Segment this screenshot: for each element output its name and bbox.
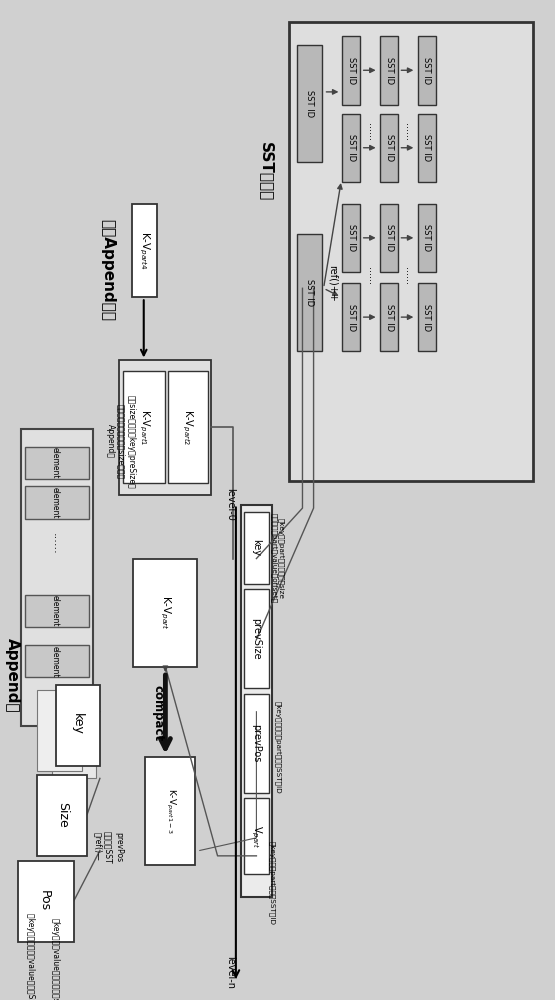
- Bar: [297, 234, 322, 351]
- Bar: [168, 371, 208, 483]
- Bar: [380, 114, 398, 182]
- Text: 该key前一个part所在的SST的ID: 该key前一个part所在的SST的ID: [269, 841, 275, 925]
- Bar: [289, 22, 533, 481]
- Bar: [25, 447, 89, 479]
- Text: prevPos
所对应的SST
的ref()—: prevPos 所对应的SST 的ref()—: [93, 831, 123, 863]
- Text: K-V$_{part}$: K-V$_{part}$: [158, 595, 173, 630]
- Bar: [342, 114, 360, 182]
- Text: 该key在本part前已经累积的size
（相当于该part中value的offset）: 该key在本part前已经累积的size （相当于该part中value的off…: [270, 513, 285, 604]
- Text: K-V$_{part1}$: K-V$_{part1}$: [137, 409, 151, 445]
- Bar: [244, 798, 269, 874]
- Bar: [297, 45, 322, 162]
- Bar: [123, 371, 165, 483]
- Bar: [418, 114, 436, 182]
- Text: SST ID: SST ID: [305, 279, 314, 306]
- Text: SST ID: SST ID: [347, 134, 356, 161]
- Bar: [119, 360, 211, 495]
- Text: SST ID: SST ID: [305, 90, 314, 117]
- Text: level-0: level-0: [225, 488, 235, 521]
- Text: ......: ......: [366, 123, 376, 141]
- Text: ......: ......: [403, 267, 413, 285]
- Text: Pos: Pos: [38, 890, 51, 911]
- Text: SST ID: SST ID: [347, 304, 356, 331]
- Text: SST ID: SST ID: [422, 224, 431, 251]
- Text: SST ID: SST ID: [422, 57, 431, 84]
- Bar: [241, 505, 272, 897]
- Text: ref()++: ref()++: [328, 265, 338, 301]
- Text: ......: ......: [366, 267, 376, 285]
- Text: SST演进表: SST演进表: [259, 142, 274, 201]
- Bar: [380, 36, 398, 105]
- Bar: [342, 204, 360, 272]
- Bar: [244, 589, 269, 688]
- Bar: [25, 486, 89, 519]
- Text: 获取size，记录该key的preSize于
段中，然后加上走身的size，写回
Append表: 获取size，记录该key的preSize于 段中，然后加上走身的size，写回…: [106, 395, 136, 488]
- Text: compact: compact: [152, 685, 165, 742]
- Bar: [18, 861, 74, 942]
- Text: prevSize: prevSize: [251, 618, 261, 660]
- Text: 用户Append操作: 用户Append操作: [100, 219, 116, 321]
- Bar: [21, 429, 93, 726]
- Text: SST ID: SST ID: [347, 224, 356, 251]
- Text: element: element: [51, 595, 60, 627]
- Text: SST ID: SST ID: [385, 134, 393, 161]
- Bar: [37, 775, 87, 856]
- Text: element: element: [51, 447, 60, 479]
- Bar: [342, 36, 360, 105]
- Bar: [25, 645, 89, 677]
- Text: V$_{part}$: V$_{part}$: [249, 825, 264, 848]
- Bar: [56, 685, 100, 766]
- Text: K-V$_{part4}$: K-V$_{part4}$: [137, 231, 151, 270]
- Text: ......: ......: [403, 123, 413, 141]
- Text: SST ID: SST ID: [385, 304, 393, 331]
- Text: element: element: [51, 487, 60, 518]
- Bar: [380, 283, 398, 351]
- Text: 该key中最新的一段value所在的SST ID: 该key中最新的一段value所在的SST ID: [26, 913, 35, 1000]
- Text: 该key对应的value在系统中的总size: 该key对应的value在系统中的总size: [51, 918, 60, 1000]
- Text: Append表: Append表: [4, 638, 20, 713]
- Text: element: element: [51, 646, 60, 677]
- Text: ......: ......: [51, 533, 60, 555]
- Bar: [244, 512, 269, 584]
- Text: SST ID: SST ID: [422, 304, 431, 331]
- Bar: [380, 204, 398, 272]
- Bar: [52, 697, 96, 778]
- Text: 该key指向前一个part所在的SST的ID: 该key指向前一个part所在的SST的ID: [274, 701, 281, 794]
- Text: SST ID: SST ID: [385, 57, 393, 84]
- Text: SST ID: SST ID: [422, 134, 431, 161]
- Text: K-V$_{part1-3}$: K-V$_{part1-3}$: [164, 788, 177, 834]
- Bar: [133, 559, 197, 667]
- Bar: [37, 690, 82, 771]
- Bar: [132, 204, 157, 297]
- Bar: [244, 694, 269, 793]
- Text: SST ID: SST ID: [385, 224, 393, 251]
- Text: K-V$_{part2}$: K-V$_{part2}$: [180, 409, 195, 445]
- Bar: [145, 757, 195, 865]
- Bar: [418, 36, 436, 105]
- Text: SST ID: SST ID: [347, 57, 356, 84]
- Bar: [418, 283, 436, 351]
- Bar: [342, 283, 360, 351]
- Text: level-n: level-n: [225, 956, 235, 989]
- Bar: [418, 204, 436, 272]
- Bar: [25, 595, 89, 627]
- Text: key: key: [251, 539, 261, 556]
- Text: Size: Size: [56, 802, 69, 827]
- Text: prevPos: prevPos: [251, 724, 261, 762]
- Text: key: key: [71, 713, 84, 735]
